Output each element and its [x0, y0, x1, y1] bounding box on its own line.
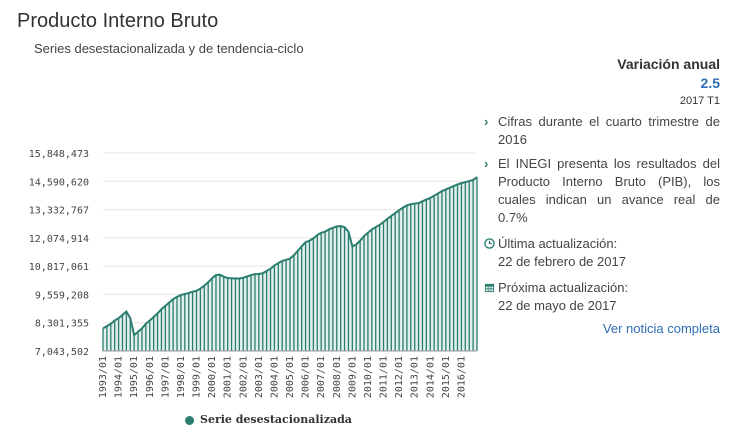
x-tick-label: 2001/01 [223, 356, 234, 398]
chevron-right-icon: › [484, 156, 489, 171]
x-tick-label: 1996/01 [145, 356, 156, 398]
x-tick-label: 1999/01 [192, 356, 203, 398]
note-text: Cifras durante el cuarto trimestre de 20… [498, 114, 720, 147]
summary-panel: Variación anual 2.5 2017 T1 › Cifras dur… [484, 56, 720, 336]
legend-label: Serie desestacionalizada [200, 413, 352, 426]
x-tick-label: 2010/01 [363, 356, 374, 398]
ver-noticia-link[interactable]: Ver noticia completa [602, 321, 720, 336]
x-tick-label: 2011/01 [379, 356, 390, 398]
ultima-label: Última actualización: [498, 236, 618, 251]
proxima-date: 22 de mayo de 2017 [498, 298, 617, 313]
ultima-actualizacion: Última actualización: 22 de febrero de 2… [484, 235, 720, 271]
x-tick-label: 2006/01 [301, 356, 312, 398]
x-tick-label: 2013/01 [410, 356, 421, 398]
x-tick-label: 1998/01 [176, 356, 187, 398]
y-tick-label: 12,074,914 [29, 234, 89, 245]
x-tick-label: 2009/01 [347, 356, 358, 398]
legend-marker-icon [185, 415, 194, 425]
x-tick-label: 2003/01 [254, 356, 265, 398]
x-tick-label: 2007/01 [316, 356, 327, 398]
x-tick-label: 2002/01 [238, 356, 249, 398]
chart-legend[interactable]: Serie desestacionalizada [185, 413, 352, 426]
y-tick-label: 9,559,208 [35, 290, 89, 301]
x-tick-label: 2000/01 [207, 356, 218, 398]
x-tick-label: 2015/01 [441, 356, 452, 398]
pib-chart: 15,848,473 14,590,620 13,332,767 12,074,914… [29, 149, 478, 398]
proxima-actualizacion: Próxima actualización: 22 de mayo de 201… [484, 279, 720, 315]
variacion-title: Variación anual [617, 56, 720, 72]
y-tick-label: 10,817,061 [29, 262, 89, 273]
proxima-label: Próxima actualización: [498, 280, 629, 295]
x-tick-label: 2016/01 [456, 356, 467, 398]
x-tick-label: 1994/01 [114, 356, 125, 398]
x-tick-label: 2014/01 [425, 356, 436, 398]
x-tick-label: 1995/01 [129, 356, 140, 398]
x-tick-label: 2004/01 [269, 356, 280, 398]
y-tick-label: 14,590,620 [29, 177, 89, 188]
x-tick-label: 2012/01 [394, 356, 405, 398]
y-tick-label: 13,332,767 [29, 206, 89, 217]
ultima-date: 22 de febrero de 2017 [498, 254, 626, 269]
x-tick-label: 1997/01 [160, 356, 171, 398]
note-text: El INEGI presenta los resultados del Pro… [498, 156, 720, 225]
note-item: › El INEGI presenta los resultados del P… [484, 155, 720, 227]
clock-icon [484, 238, 495, 249]
y-tick-label: 7,043,502 [35, 347, 89, 358]
calendar-icon [484, 283, 495, 293]
page-subtitle: Series desestacionalizada y de tendencia… [34, 41, 304, 56]
x-tick-label: 2005/01 [285, 356, 296, 398]
page-title: Producto Interno Bruto [17, 10, 219, 32]
note-item: › Cifras durante el cuarto trimestre de … [484, 113, 720, 149]
y-tick-label: 8,301,355 [35, 319, 89, 330]
variacion-period: 2017 T1 [679, 95, 720, 107]
series-line [102, 176, 478, 337]
y-tick-label: 15,848,473 [29, 149, 89, 160]
x-tick-label: 1993/01 [98, 356, 109, 398]
variacion-value: 2.5 [700, 75, 720, 91]
x-tick-label: 2008/01 [332, 356, 343, 398]
chevron-right-icon: › [484, 114, 489, 129]
